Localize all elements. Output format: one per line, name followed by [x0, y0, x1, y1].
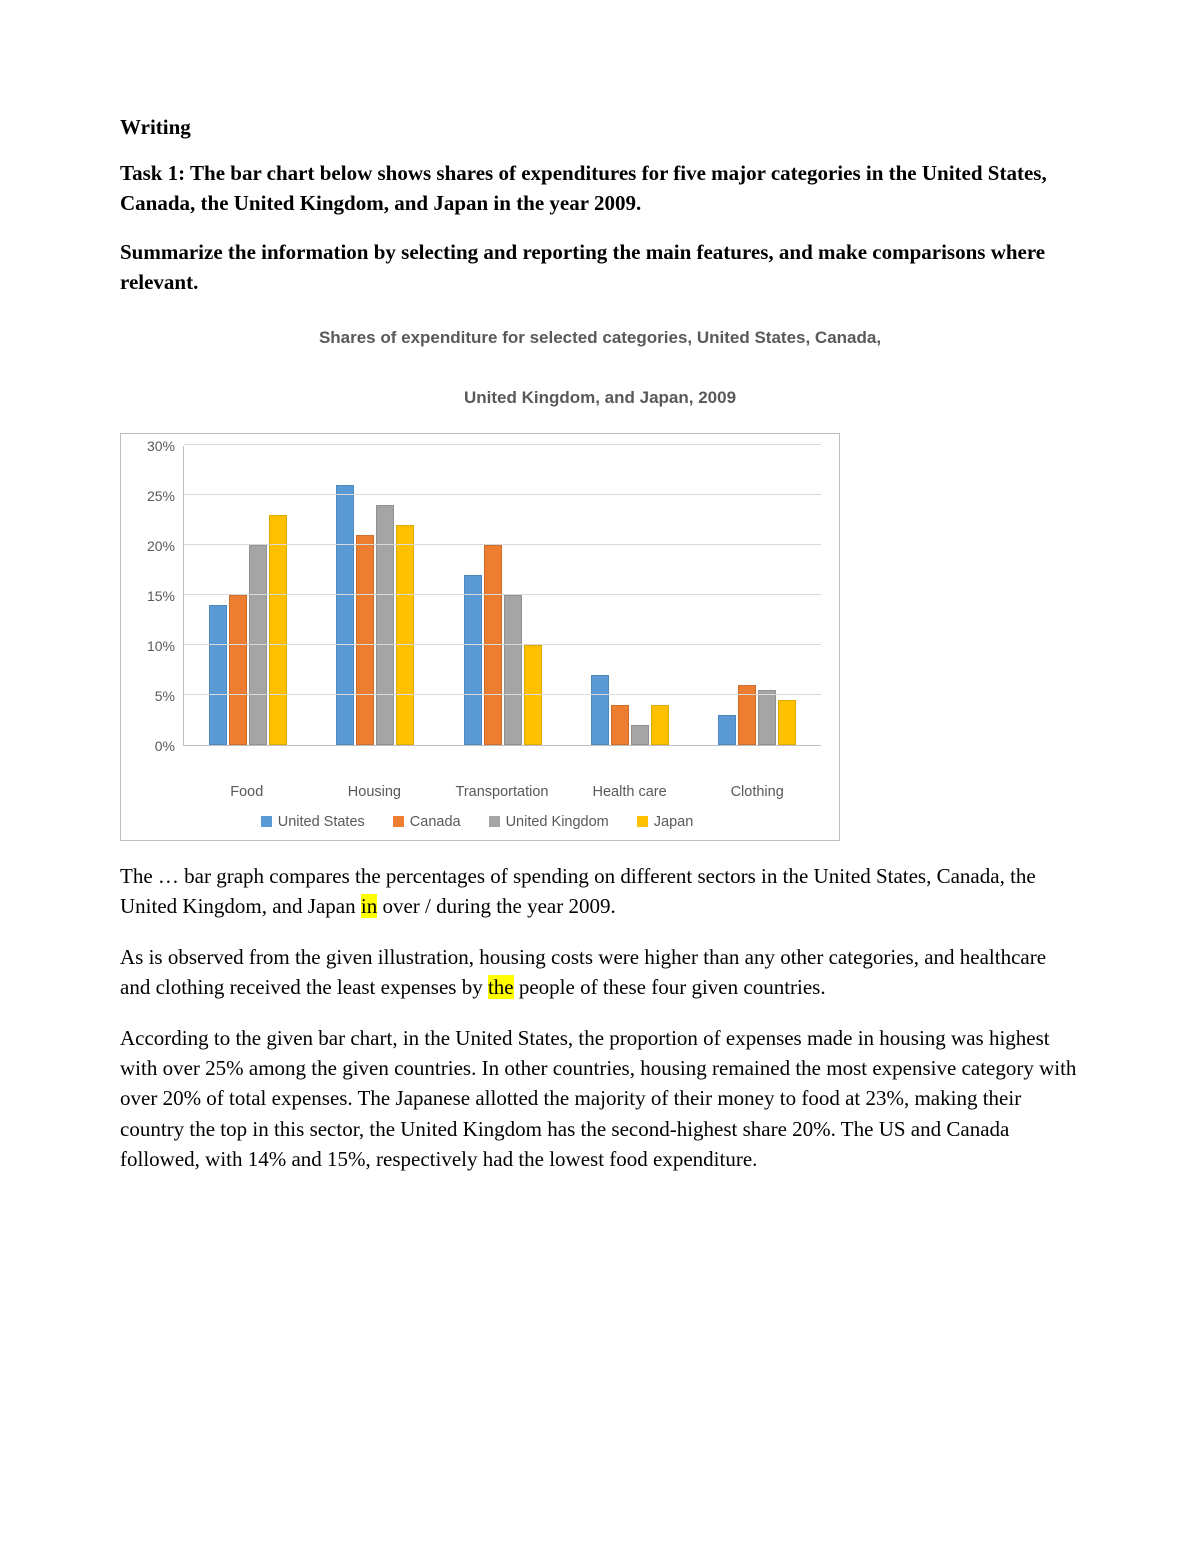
gridline: [184, 494, 821, 495]
bar-group: [311, 446, 438, 745]
legend-swatch: [261, 816, 272, 827]
chart-legend: United States Canada United Kingdom Japan: [133, 814, 821, 830]
bar: [504, 595, 522, 745]
legend-swatch: [489, 816, 500, 827]
bar: [778, 700, 796, 745]
legend-swatch: [637, 816, 648, 827]
y-tick-label: 20%: [147, 538, 175, 554]
bar: [464, 575, 482, 745]
y-tick-label: 10%: [147, 638, 175, 654]
y-tick-label: 15%: [147, 588, 175, 604]
chart-plot-area: 0%5%10%15%20%25%30%: [133, 446, 821, 776]
bar: [718, 715, 736, 745]
task-instruction: Summarize the information by selecting a…: [120, 237, 1080, 298]
para1-text-b: over / during the year 2009.: [377, 894, 616, 918]
chart-title-line1: Shares of expenditure for selected categ…: [240, 328, 960, 348]
legend-item: Canada: [393, 814, 461, 830]
x-axis-labels: FoodHousingTransportationHealth careClot…: [183, 784, 821, 800]
bar: [631, 725, 649, 745]
bar-group: [439, 446, 566, 745]
bar: [396, 525, 414, 745]
task-prompt: Task 1: The bar chart below shows shares…: [120, 158, 1080, 219]
bar-groups: [184, 446, 821, 745]
x-tick-label: Health care: [566, 784, 694, 800]
document-page: Writing Task 1: The bar chart below show…: [0, 0, 1200, 1553]
bar: [484, 545, 502, 745]
bar: [209, 605, 227, 745]
highlight-word: the: [488, 975, 514, 999]
gridline: [184, 444, 821, 445]
bar: [376, 505, 394, 745]
y-tick-label: 25%: [147, 488, 175, 504]
gridline: [184, 544, 821, 545]
y-tick-label: 5%: [155, 688, 175, 704]
highlight-word: in: [361, 894, 377, 918]
x-tick-label: Food: [183, 784, 311, 800]
bar: [356, 535, 374, 745]
bar-group: [566, 446, 693, 745]
legend-label: United Kingdom: [506, 814, 609, 830]
gridline: [184, 594, 821, 595]
bar: [336, 485, 354, 745]
x-tick-label: Housing: [311, 784, 439, 800]
bar-group: [184, 446, 311, 745]
expenditure-bar-chart: 0% 5% 10% 15% 20% 25% 30% FoodHousingTransport…: [120, 433, 840, 841]
gridline: [184, 694, 821, 695]
legend-item: United States: [261, 814, 365, 830]
bar: [524, 645, 542, 745]
legend-item: Japan: [637, 814, 694, 830]
bar: [651, 705, 669, 745]
bar-group: [694, 446, 821, 745]
chart-title: Shares of expenditure for selected categ…: [240, 328, 960, 408]
y-tick-label: 30%: [147, 438, 175, 454]
bar: [611, 705, 629, 745]
bar: [249, 545, 267, 745]
body-paragraph-1: The … bar graph compares the percentages…: [120, 861, 1080, 922]
chart-grid: [183, 446, 821, 746]
section-heading: Writing: [120, 115, 1080, 140]
x-tick-label: Clothing: [693, 784, 821, 800]
bar: [269, 515, 287, 745]
chart-title-line2: United Kingdom, and Japan, 2009: [240, 388, 960, 408]
legend-label: United States: [278, 814, 365, 830]
bar: [229, 595, 247, 745]
y-axis: 0%5%10%15%20%25%30%: [133, 446, 183, 746]
gridline: [184, 644, 821, 645]
chart-frame: 0% 5% 10% 15% 20% 25% 30% FoodHousingTransport…: [120, 433, 840, 841]
bar: [591, 675, 609, 745]
legend-label: Canada: [410, 814, 461, 830]
legend-swatch: [393, 816, 404, 827]
body-paragraph-3: According to the given bar chart, in the…: [120, 1023, 1080, 1175]
x-tick-label: Transportation: [438, 784, 566, 800]
legend-item: United Kingdom: [489, 814, 609, 830]
para2-text-b: people of these four given countries.: [514, 975, 826, 999]
bar: [758, 690, 776, 745]
legend-label: Japan: [654, 814, 694, 830]
y-tick-label: 0%: [155, 738, 175, 754]
body-paragraph-2: As is observed from the given illustrati…: [120, 942, 1080, 1003]
